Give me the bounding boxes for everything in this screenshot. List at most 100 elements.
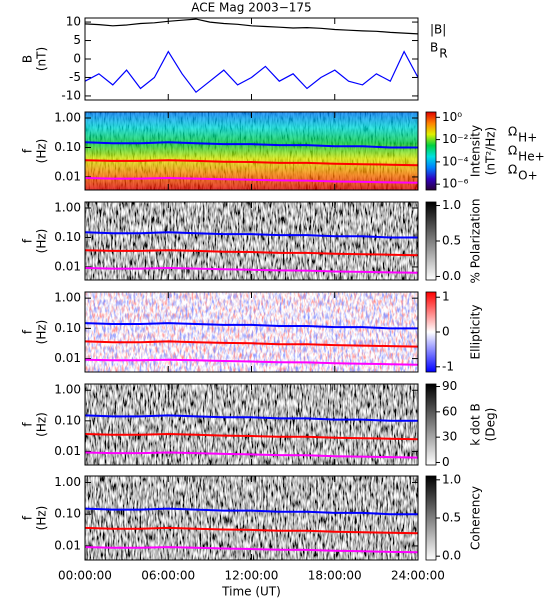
series-line: [84, 526, 419, 535]
y-axis-label: (Hz): [35, 229, 49, 254]
x-tick-label: 24:00:00: [391, 569, 445, 583]
colorbar-tick-label: 0.5: [442, 234, 461, 248]
y-axis-label: f: [21, 238, 35, 243]
series-line: [84, 50, 419, 94]
colorbar-label: k dot B: [469, 403, 483, 445]
plot-frame: [84, 383, 419, 466]
y-axis-label: B: [21, 55, 35, 63]
plot-frame: [84, 201, 419, 281]
series-line: [84, 414, 418, 422]
plot-frame: [84, 291, 419, 373]
y-tick-label: 1.00: [54, 291, 81, 305]
y-tick-label: 0.10: [54, 413, 81, 427]
spectrogram-texture: [85, 112, 418, 190]
y-tick-label: 0.01: [54, 538, 81, 552]
colorbar-tick-label: 30: [442, 430, 457, 444]
y-tick-label: 1.00: [54, 201, 81, 215]
series-line: [84, 322, 418, 330]
colorbar-tick-label: 0: [442, 455, 450, 469]
colorbar-tick-label: -1: [442, 359, 454, 373]
colorbar-tick-label: 10⁻⁴: [442, 154, 469, 168]
y-tick-label: 1.00: [54, 383, 81, 397]
y-tick-label: 0.01: [54, 444, 81, 458]
colorbar-tick-label: 1: [442, 290, 450, 304]
series-line: [84, 358, 419, 366]
x-tick-label: 06:00:00: [141, 569, 195, 583]
y-tick-label: 0.01: [54, 259, 81, 273]
legend-label: Ω: [508, 125, 517, 139]
spectrogram-image: [85, 476, 418, 560]
colorbar: [425, 201, 437, 281]
colorbar: [425, 383, 437, 466]
colorbar-tick-label: 1.0: [442, 198, 461, 212]
y-axis-label: f: [21, 329, 35, 334]
y-tick-label: 10: [66, 15, 81, 29]
y-tick-label: -5: [69, 70, 81, 84]
y-tick-label: 0.01: [54, 351, 81, 365]
y-axis-label: f: [21, 148, 35, 153]
series-line: [84, 231, 418, 239]
spectrogram-image: [85, 384, 418, 465]
y-axis-label: (Hz): [35, 506, 49, 531]
plot-frame: [84, 111, 419, 191]
legend-label: |B|: [430, 23, 446, 37]
y-axis-label: (Hz): [35, 412, 49, 437]
legend-subscript: He+: [518, 150, 544, 164]
legend-label: Ω: [508, 163, 517, 177]
colorbar-tick-label: 10⁻²: [442, 132, 469, 146]
colorbar-label: Ellipticity: [469, 305, 483, 360]
series-line: [84, 340, 419, 348]
y-tick-label: 1.00: [54, 111, 81, 125]
legend-subscript: R: [439, 47, 447, 61]
legend-subscript: H+: [518, 131, 537, 145]
plot-frame: [84, 17, 419, 101]
series-line: [84, 249, 419, 257]
colorbar-tick-label: 0.5: [442, 511, 461, 525]
legend-label: Ω: [508, 144, 517, 158]
y-tick-label: -10: [61, 88, 81, 102]
y-tick-label: 0.10: [54, 507, 81, 521]
y-axis-label: (Hz): [35, 320, 49, 345]
series-line: [84, 546, 419, 554]
x-tick-label: 18:00:00: [308, 569, 362, 583]
colorbar-label: Coherency: [469, 486, 483, 550]
colorbar-label: Intensity: [469, 125, 483, 177]
series-line: [84, 18, 419, 35]
y-tick-label: 0: [73, 52, 81, 66]
colorbar-tick-label: 0.0: [442, 269, 461, 283]
chart-title: ACE Mag 2003−175: [191, 1, 311, 15]
x-axis-label: Time (UT): [221, 585, 281, 599]
series-line: [84, 141, 418, 149]
legend-subscript: O+: [518, 169, 538, 183]
legend-label: B: [430, 41, 438, 55]
y-tick-label: 1.00: [54, 475, 81, 489]
y-axis-label: f: [21, 422, 35, 427]
colorbar-tick-label: 60: [442, 404, 457, 418]
y-tick-label: 5: [73, 33, 81, 47]
colorbar: [425, 291, 437, 373]
colorbar-label: % Polarization: [469, 199, 483, 284]
colorbar-tick-label: 10⁰: [442, 110, 462, 124]
plot-frame: [84, 475, 419, 561]
y-tick-label: 0.01: [54, 169, 81, 183]
colorbar-tick-label: 0.0: [442, 549, 461, 563]
series-line: [84, 507, 418, 516]
x-tick-label: 12:00:00: [225, 569, 279, 583]
y-axis-label: f: [21, 515, 35, 520]
spectrogram-image: [85, 202, 418, 280]
series-line: [84, 432, 419, 441]
series-line: [84, 451, 419, 459]
spectrogram-texture: [85, 292, 418, 372]
colorbar-label: (Deg): [484, 408, 498, 442]
colorbar: [425, 111, 437, 191]
colorbar-label: (nT²/Hz): [484, 127, 498, 175]
x-tick-label: 00:00:00: [58, 569, 112, 583]
colorbar-tick-label: 0: [442, 325, 450, 339]
colorbar: [425, 475, 437, 561]
y-tick-label: 0.10: [54, 140, 81, 154]
y-axis-label: (nT): [35, 47, 49, 71]
y-axis-label: (Hz): [35, 139, 49, 164]
series-line: [84, 266, 419, 274]
colorbar-tick-label: 1.0: [442, 472, 461, 486]
